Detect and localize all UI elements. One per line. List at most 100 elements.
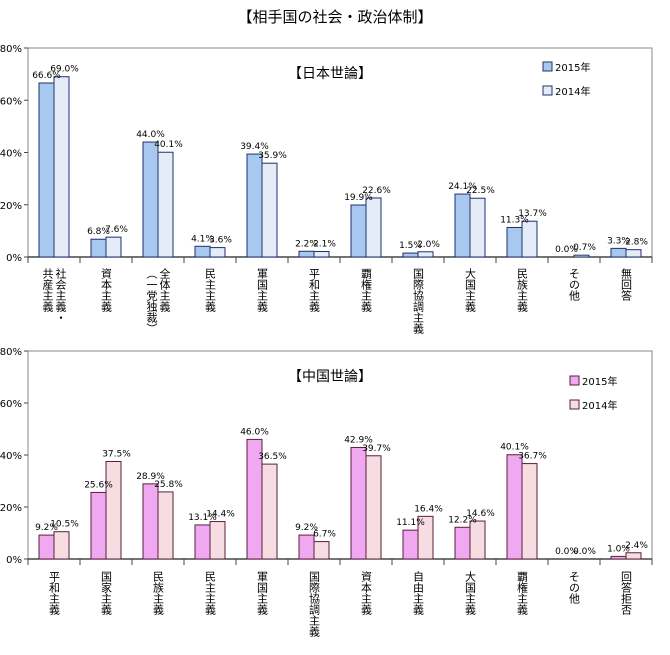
cn-bar-2015 [506,454,523,560]
jp-y-tick-label: 0% [6,253,22,264]
jp-legend-label: 2014年 [555,85,590,98]
jp-y-tick-label: 80% [0,44,22,55]
cn-bar-2015 [402,529,419,560]
cn-data-label: 9.2% [295,523,318,533]
cn-bar-2014 [521,463,538,560]
jp-data-label: 6.8% [87,227,110,237]
china-opinion-chart: 0%20%40%60%80%【中国世論】9.2%10.5%平和主義25.6%37… [0,347,653,637]
page-title: 【相手国の社会・政治体制】 [237,8,433,26]
jp-bar-2015 [246,153,263,258]
jp-bar-2015 [194,245,211,258]
cn-bar-2015 [38,534,55,560]
jp-bar-2015 [610,247,627,258]
jp-y-tick-label: 40% [0,149,22,160]
cn-legend-label: 2014年 [582,399,617,412]
jp-bar-2014 [521,220,538,258]
cn-bar-2014 [417,515,434,560]
cn-data-label: 2.4% [625,541,648,551]
jp-data-label: 11.3% [500,215,529,225]
cn-data-label: 11.1% [396,518,425,528]
jp-bar-2014 [157,151,174,258]
cn-data-label: 0.0% [555,547,578,557]
cn-category-label: 国家主義 [100,571,113,615]
cn-data-label: 1.0% [607,544,630,554]
jp-data-label: 66.6% [32,71,61,81]
cn-bar-2015 [298,534,315,560]
jp-data-label: 2.8% [625,238,648,248]
cn-data-label: 42.9% [344,435,373,445]
cn-bar-2015 [194,524,211,560]
jp-data-label: 44.0% [136,130,165,140]
jp-data-label: 2.1% [313,240,336,250]
cn-bar-2015 [454,526,471,560]
cn-category-label: 資本主義 [360,571,373,615]
jp-y-tick-label: 20% [0,201,22,212]
jp-bar-2014 [53,76,70,258]
jp-bar-2014 [365,197,382,258]
jp-chart-title: 【日本世論】 [288,66,372,82]
cn-category-label: 覇権主義 [516,571,529,615]
jp-data-label: 4.1% [191,234,214,244]
jp-bar-2015 [402,252,419,258]
jp-legend-swatch [542,85,553,96]
cn-category-label: 民主主義 [204,571,217,615]
cn-bar-2014 [209,521,226,560]
jp-data-label: 7.6% [105,225,128,235]
jp-category-label: その他 [568,268,581,301]
cn-bar-2015 [610,555,627,560]
jp-data-label: 13.7% [518,209,547,219]
jp-data-label: 2.2% [295,239,318,249]
jp-data-label: 22.5% [466,186,495,196]
cn-data-label: 14.4% [206,510,235,520]
jp-category-label: 資本主義 [100,268,113,312]
jp-category-label: 民族主義 [516,268,529,312]
cn-bar-2015 [142,483,159,560]
cn-bar-2014 [625,552,642,560]
cn-category-label: 平和主義 [48,571,61,615]
jp-category-label: 国際協調主義 [412,268,425,334]
cn-data-label: 28.9% [136,472,165,482]
jp-bar-2015 [90,238,107,258]
jp-bar-2014 [105,236,122,258]
japan-opinion-chart: 0% 20% 40% 60% 80% 【日本世論】 66.6%69.0% 社会主義・共産主義 6… [0,44,653,334]
jp-category-label: 全体主義 [158,267,171,312]
jp-data-label: 1.5% [399,241,422,251]
cn-legend-swatch [569,375,580,386]
cn-legend-swatch [569,399,580,410]
cn-data-label: 39.7% [362,444,391,454]
cn-data-label: 36.5% [258,452,287,462]
cn-category-label: 回答拒否 [620,571,633,616]
cn-data-label: 10.5% [50,520,79,530]
cn-data-label: 14.6% [466,509,495,519]
jp-data-label: 3.3% [607,236,630,246]
jp-category-label: 軍国主義 [256,268,269,312]
cn-data-label: 6.7% [313,530,336,540]
cn-y-tick-label: 0% [6,555,22,566]
jp-legend-label: 2015年 [555,61,590,74]
cn-bar-2014 [365,455,382,560]
cn-data-label: 36.7% [518,452,547,462]
cn-data-label: 40.1% [500,443,529,453]
jp-data-label: 19.9% [344,193,373,203]
jp-category-label: 平和主義 [308,268,321,312]
jp-data-label: 69.0% [50,65,79,75]
cn-data-label: 0.0% [573,547,596,557]
jp-data-label: 39.4% [240,142,269,152]
jp-category-label: 民主主義 [204,268,217,312]
cn-chart-title: 【中国世論】 [288,369,372,385]
cn-bar-2015 [350,446,367,560]
jp-bar-2015 [38,82,55,258]
cn-data-label: 16.4% [414,504,443,514]
cn-y-tick-label: 40% [0,451,22,462]
cn-bar-2015 [90,491,107,560]
cn-y-tick-label: 80% [0,347,22,358]
jp-data-label: 22.6% [362,186,391,196]
jp-category-label: 覇権主義 [360,268,373,312]
jp-bar-2015 [506,226,523,258]
cn-data-label: 37.5% [102,450,131,460]
cn-bar-2014 [313,541,330,560]
jp-category-label: 社会主義・ [54,267,67,323]
jp-category-label: 共産主義 [41,268,54,312]
cn-data-label: 9.2% [35,523,58,533]
jp-bar-2014 [625,249,642,258]
